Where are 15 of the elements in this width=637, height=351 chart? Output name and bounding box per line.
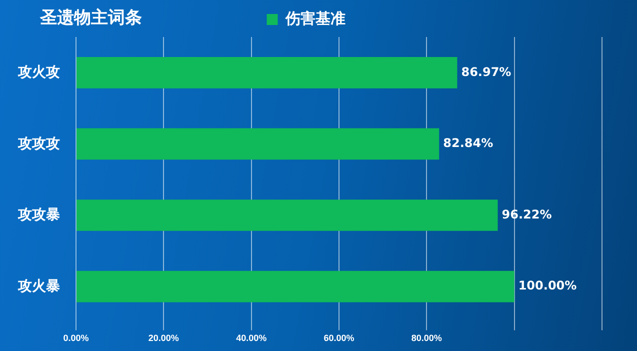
data-label: 86.97% [461, 64, 512, 79]
x-tick-label: 80.00% [411, 333, 442, 344]
x-tick-label: 0.00% [63, 333, 89, 344]
chart-title: 圣遗物主词条 [40, 7, 142, 29]
y-tick-label: 攻火暴 [17, 277, 60, 294]
data-label: 96.22% [502, 207, 552, 222]
y-tick-label: 攻攻攻 [17, 134, 60, 151]
legend-label: 伤害基准 [284, 10, 346, 28]
data-label: 100.00% [518, 278, 577, 293]
x-tick-label: 40.00% [236, 333, 267, 344]
data-label: 82.84% [443, 136, 494, 150]
y-tick-label: 攻火攻 [17, 64, 60, 80]
y-tick-label: 攻攻暴 [17, 206, 60, 222]
x-tick-label: 20.00% [148, 333, 179, 344]
x-tick-label: 60.00% [324, 333, 354, 344]
